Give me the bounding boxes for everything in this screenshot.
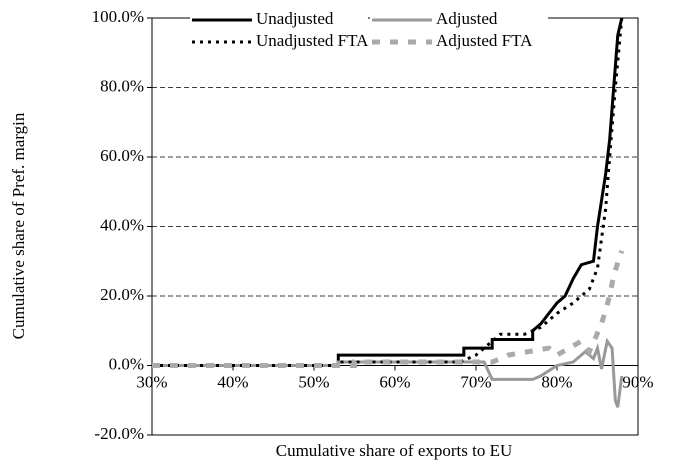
legend-bg	[190, 31, 368, 53]
legend-bg	[370, 9, 548, 31]
y-tick-label: 20.0%	[100, 285, 144, 304]
y-tick-label: -20.0%	[94, 424, 144, 443]
y-tick-label: 40.0%	[100, 215, 144, 234]
legend-label: Unadjusted FTA	[256, 31, 369, 50]
x-tick-label: 80%	[541, 372, 572, 391]
x-axis-label: Cumulative share of exports to EU	[276, 441, 513, 460]
legend-bg	[190, 9, 368, 31]
x-tick-label: 60%	[379, 372, 410, 391]
y-tick-label: 0.0%	[109, 354, 144, 373]
x-tick-label: 30%	[136, 372, 167, 391]
y-tick-label: 60.0%	[100, 146, 144, 165]
y-tick-label: 100.0%	[92, 7, 144, 26]
x-tick-label: 40%	[217, 372, 248, 391]
series-line	[152, 17, 624, 367]
legend-label: Adjusted	[436, 9, 498, 28]
series-line	[152, 250, 625, 368]
legend-label: Unadjusted	[256, 9, 334, 28]
x-tick-label: 50%	[298, 372, 329, 391]
y-tick-label: 80.0%	[100, 76, 144, 95]
legend-label: Adjusted FTA	[436, 31, 533, 50]
series-line	[152, 17, 624, 367]
y-axis-label: Cumulative share of Pref. margin	[9, 112, 28, 339]
x-tick-label: 70%	[460, 372, 491, 391]
legend-bg	[370, 31, 548, 53]
x-tick-label: 90%	[622, 372, 653, 391]
